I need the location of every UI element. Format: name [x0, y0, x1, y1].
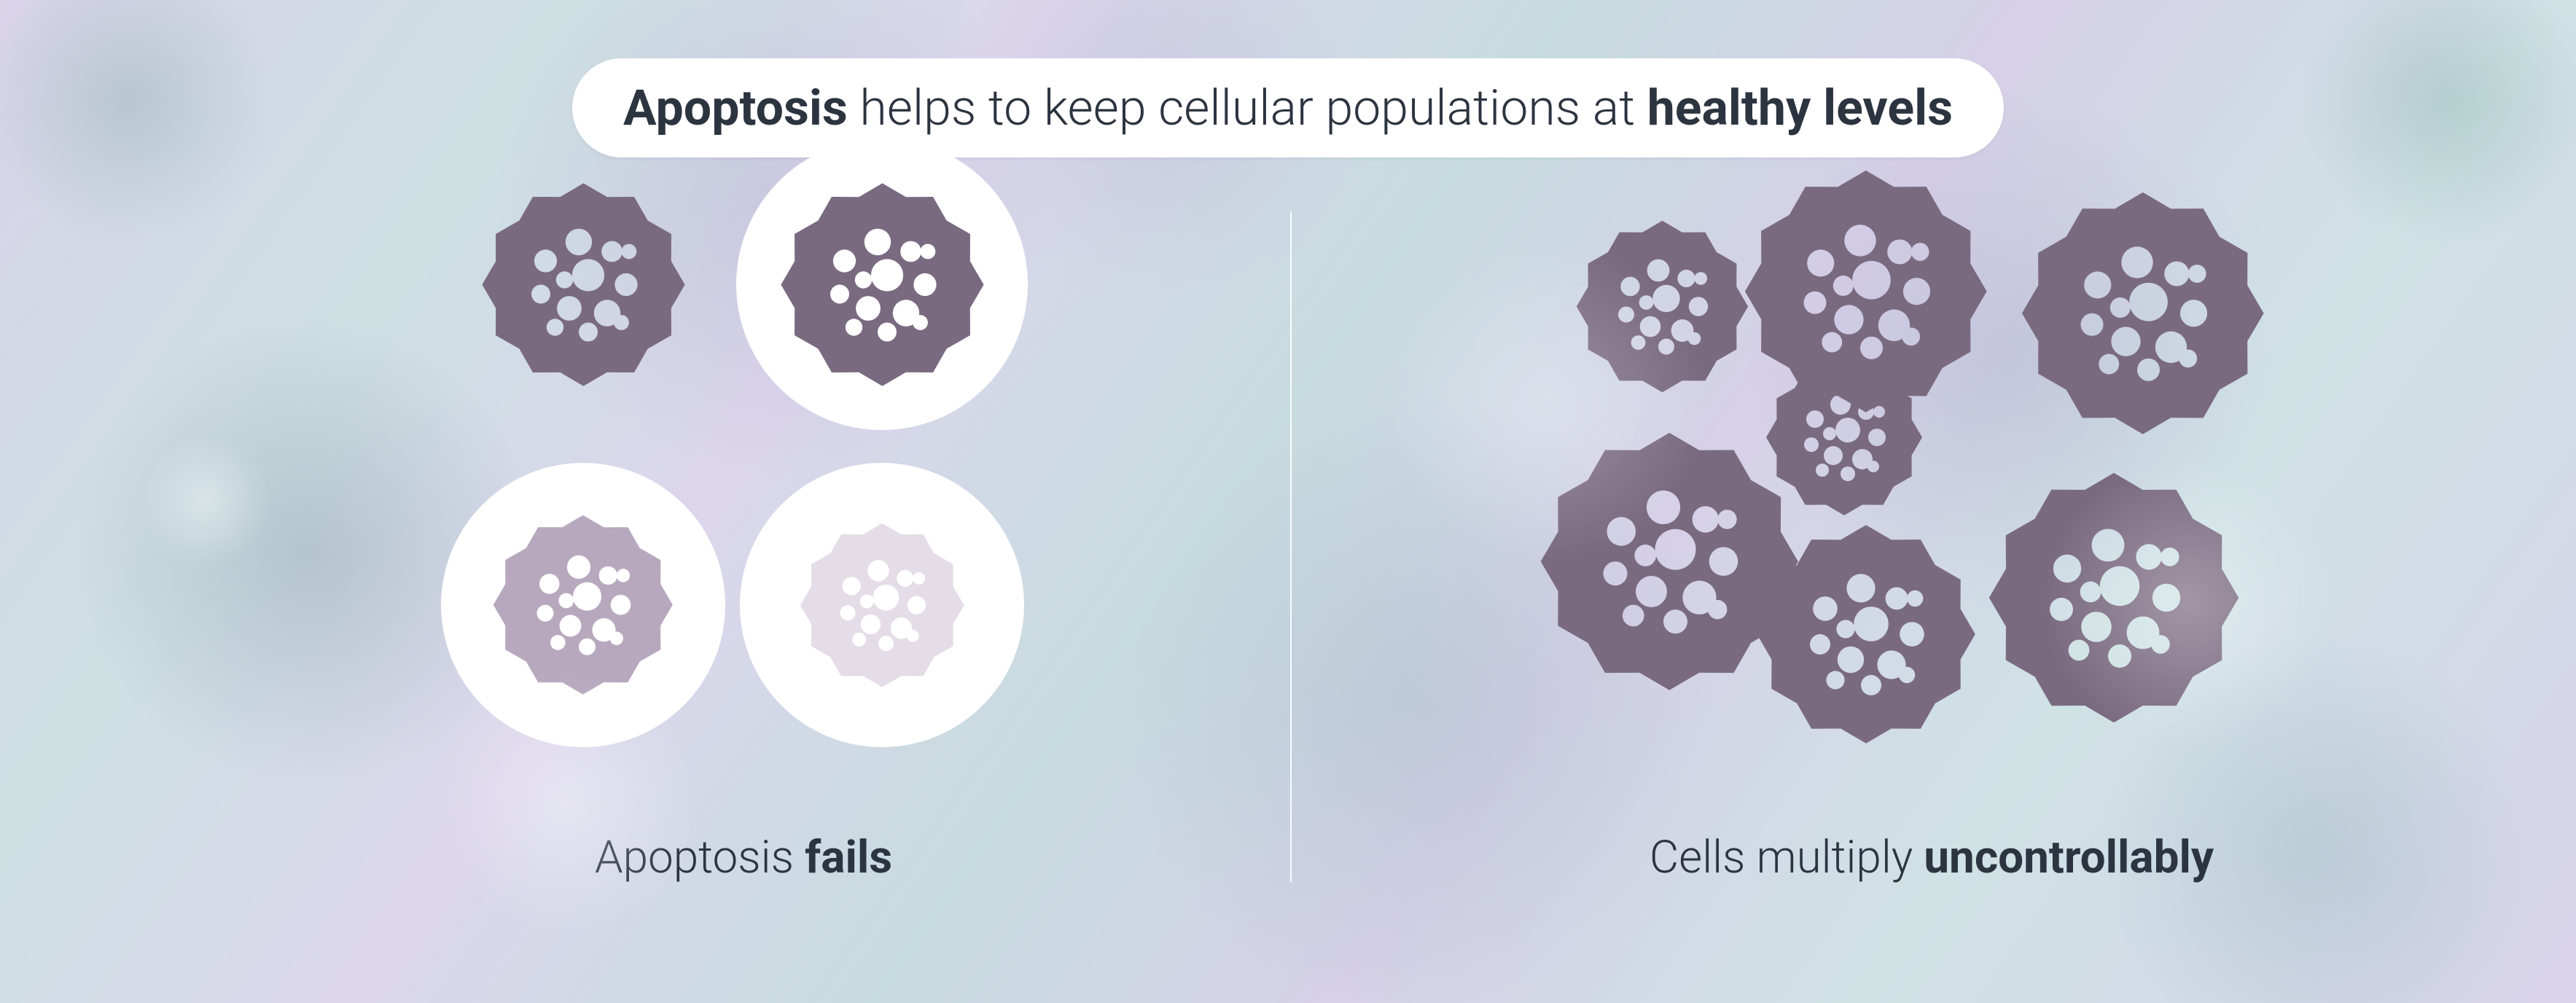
cell-icon	[1968, 452, 2260, 744]
infographic-canvas: Apoptosis helps to keep cellular populat…	[0, 0, 2576, 1003]
left-panel-caption: Apoptosis fails	[595, 831, 892, 884]
title-segment: helps to keep cellular populations at	[848, 79, 1647, 137]
panel-divider	[1290, 211, 1292, 882]
caption-segment: uncontrollably	[1924, 831, 2214, 884]
caption-segment: Apoptosis	[595, 831, 805, 884]
caption-segment: fails	[805, 831, 892, 884]
title-segment: Apoptosis	[623, 79, 848, 137]
title-segment: healthy levels	[1647, 79, 1953, 137]
cell-icon	[465, 166, 702, 403]
right-panel-caption: Cells multiply uncontrollably	[1650, 831, 2214, 884]
caption-segment: Cells multiply	[1650, 831, 1924, 884]
cell-icon	[478, 500, 688, 710]
cell-icon	[1738, 507, 1994, 762]
cell-icon	[787, 510, 978, 701]
title-pill: Apoptosis helps to keep cellular populat…	[572, 58, 2004, 157]
cell-icon	[2002, 172, 2284, 455]
cell-icon	[764, 166, 1001, 403]
cell-icon	[1753, 346, 1935, 528]
